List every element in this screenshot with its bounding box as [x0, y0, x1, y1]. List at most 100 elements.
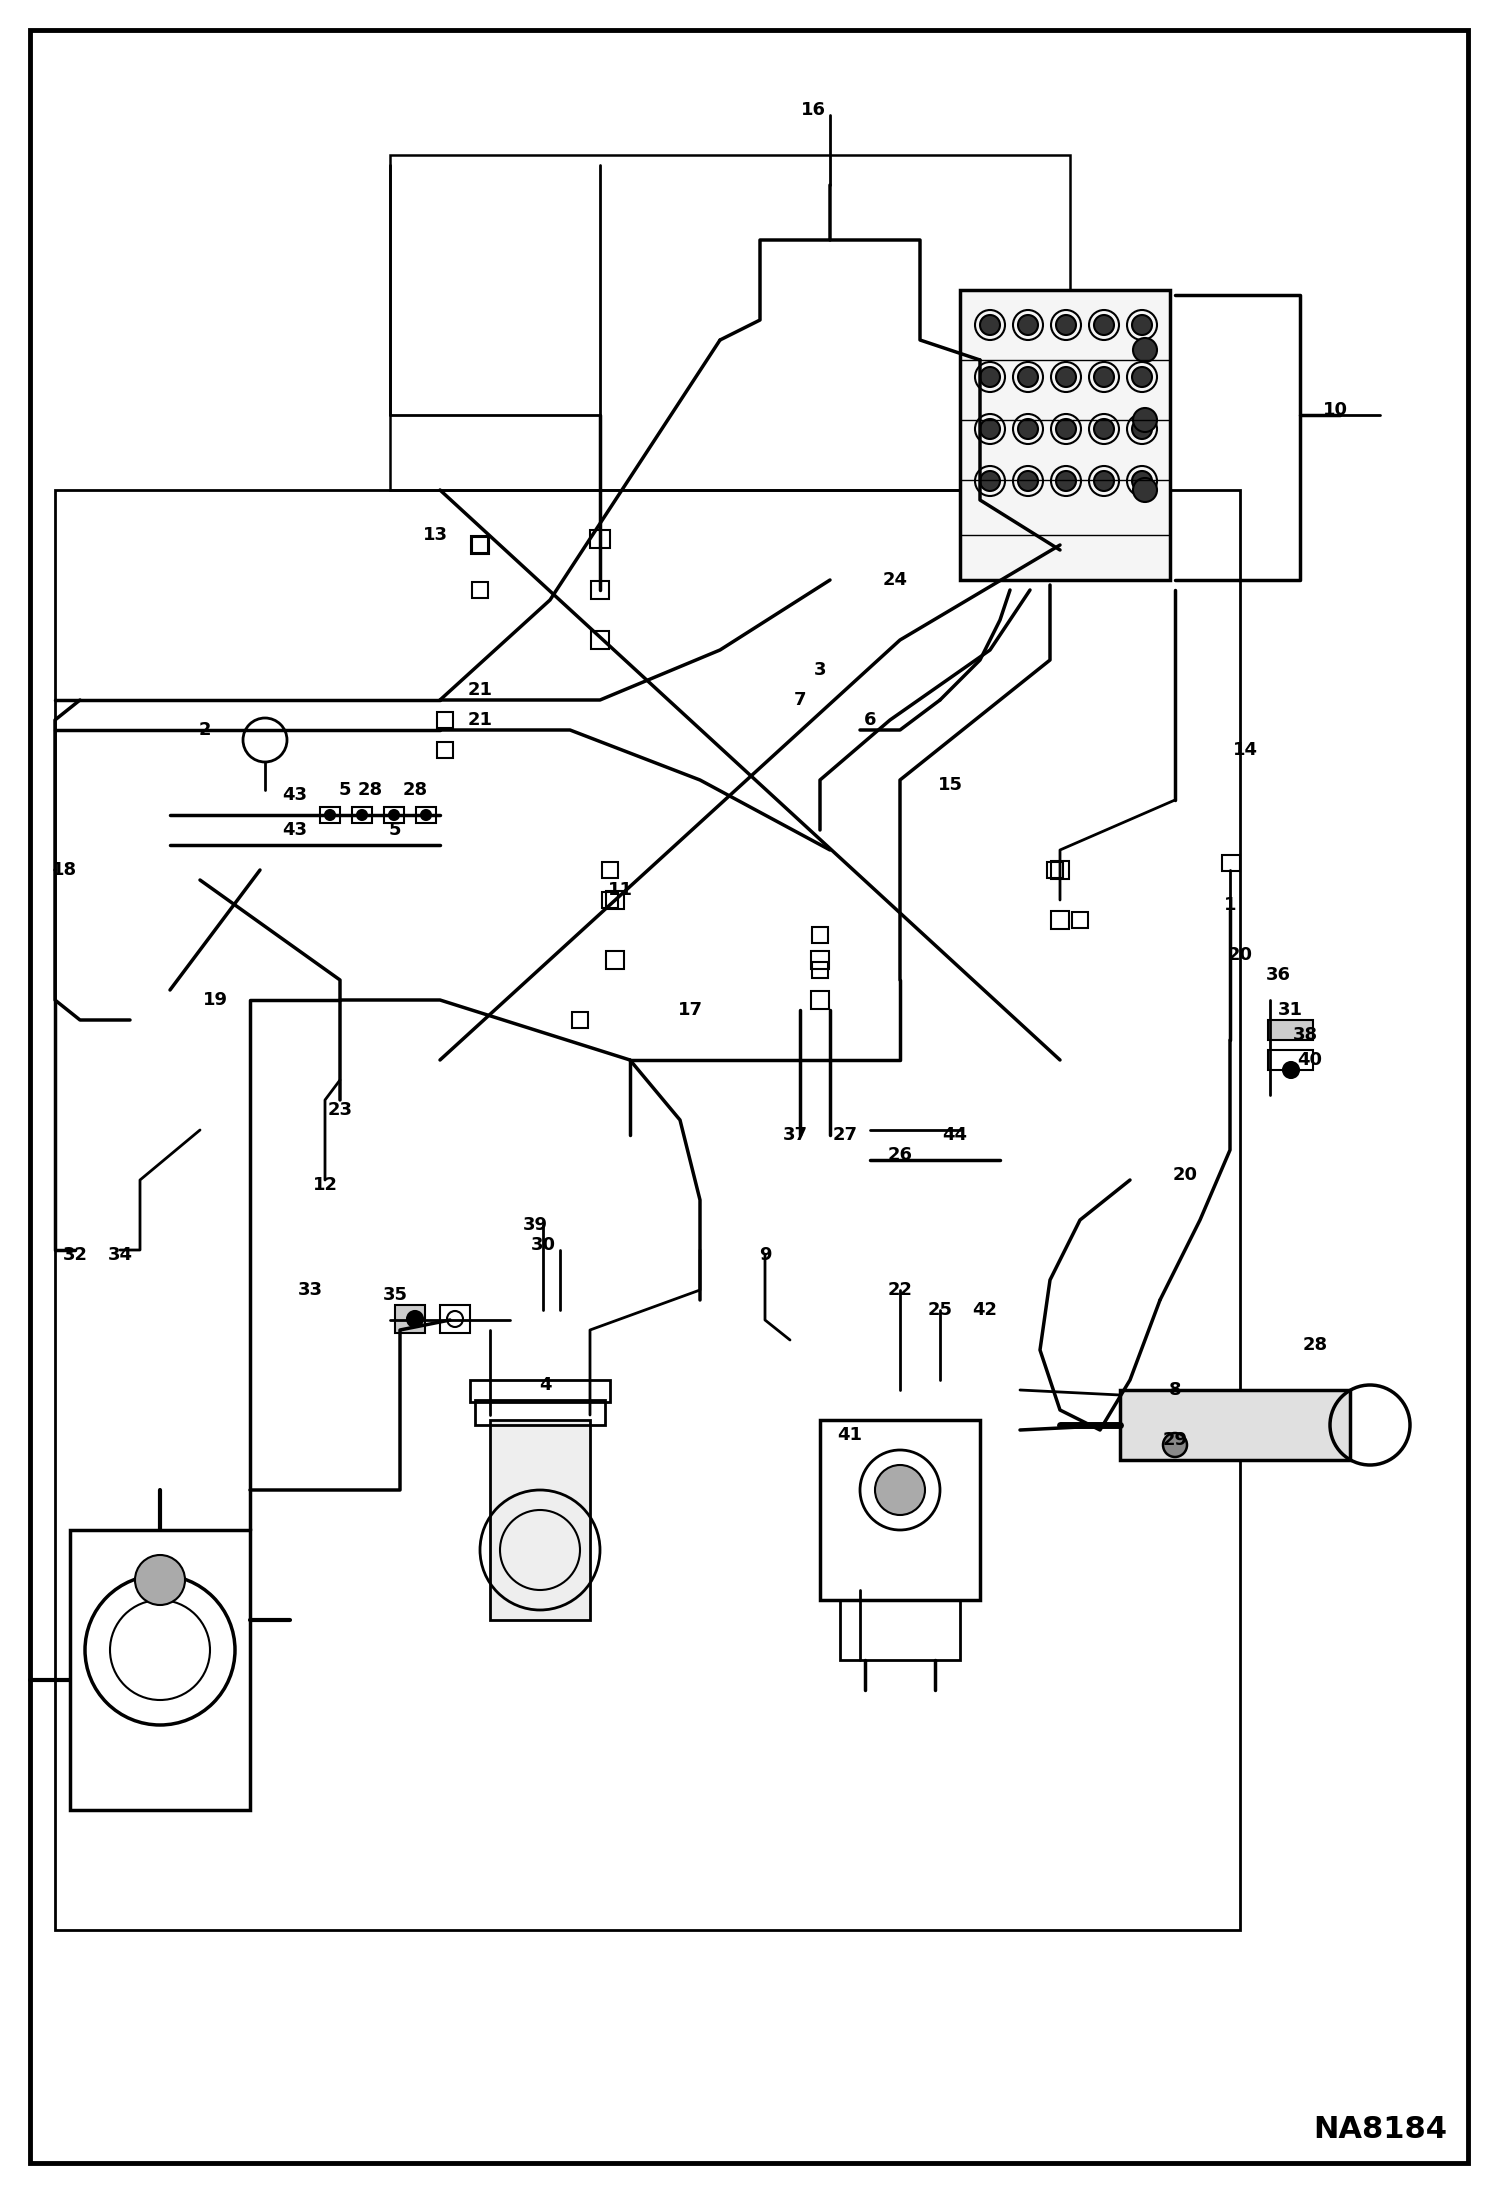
Bar [592, 632, 610, 649]
Text: 29: 29 [1162, 1432, 1188, 1450]
Circle shape [1132, 478, 1156, 502]
Circle shape [1132, 316, 1152, 336]
Text: 24: 24 [882, 570, 908, 590]
Circle shape [980, 316, 1001, 336]
Bar [1073, 912, 1088, 928]
Bar [472, 581, 488, 599]
Text: 44: 44 [942, 1125, 968, 1145]
Circle shape [1094, 471, 1115, 491]
Text: 13: 13 [422, 526, 448, 544]
Circle shape [1094, 366, 1115, 386]
Text: 21: 21 [467, 711, 493, 728]
Circle shape [1132, 366, 1152, 386]
Bar [590, 531, 610, 548]
Bar [321, 807, 340, 822]
Circle shape [135, 1555, 184, 1605]
Text: 27: 27 [833, 1125, 857, 1145]
Bar [55, 489, 1240, 1930]
Circle shape [980, 471, 1001, 491]
Text: 9: 9 [759, 1246, 771, 1263]
Text: 5: 5 [339, 781, 351, 798]
Text: 35: 35 [382, 1285, 407, 1305]
Text: 41: 41 [837, 1425, 863, 1443]
Text: 38: 38 [1293, 1026, 1318, 1044]
Circle shape [1094, 419, 1115, 439]
Bar [1047, 862, 1064, 877]
Bar [470, 535, 488, 555]
Bar [389, 156, 1070, 489]
Bar [440, 1305, 470, 1333]
Text: 11: 11 [608, 882, 632, 899]
Text: 28: 28 [403, 781, 427, 798]
Text: 32: 32 [63, 1246, 87, 1263]
Text: 37: 37 [782, 1125, 807, 1145]
Text: 33: 33 [298, 1281, 322, 1298]
Bar [812, 963, 828, 978]
Circle shape [1132, 338, 1156, 362]
Text: 20: 20 [1173, 1167, 1197, 1184]
Bar [810, 991, 828, 1009]
Text: 31: 31 [1278, 1000, 1302, 1020]
Circle shape [1056, 419, 1076, 439]
Circle shape [1282, 1061, 1299, 1079]
Circle shape [1019, 366, 1038, 386]
Text: 43: 43 [283, 785, 307, 805]
Text: 6: 6 [864, 711, 876, 728]
Bar [1121, 1390, 1350, 1461]
Text: 17: 17 [677, 1000, 703, 1020]
Text: NA8184: NA8184 [1314, 2116, 1447, 2145]
Bar [472, 537, 488, 553]
Bar [352, 807, 372, 822]
Bar [960, 289, 1170, 579]
Circle shape [980, 366, 1001, 386]
Bar [1267, 1050, 1314, 1070]
Text: 15: 15 [938, 776, 963, 794]
Bar [437, 741, 452, 759]
Circle shape [1056, 471, 1076, 491]
Circle shape [1094, 316, 1115, 336]
Bar [602, 893, 619, 908]
Text: 19: 19 [202, 991, 228, 1009]
Text: 5: 5 [389, 820, 401, 840]
Text: 16: 16 [800, 101, 825, 118]
Bar [1267, 1020, 1314, 1039]
Bar [1052, 910, 1070, 930]
Text: 10: 10 [1323, 401, 1348, 419]
Text: 23: 23 [328, 1101, 352, 1118]
Circle shape [1132, 408, 1156, 432]
Text: 30: 30 [530, 1237, 556, 1254]
Circle shape [980, 419, 1001, 439]
Text: 1: 1 [1224, 897, 1236, 914]
Circle shape [1056, 366, 1076, 386]
Bar [416, 807, 436, 822]
Text: 36: 36 [1266, 965, 1290, 985]
Circle shape [1132, 419, 1152, 439]
Text: 34: 34 [108, 1246, 132, 1263]
Text: 22: 22 [887, 1281, 912, 1298]
Bar [490, 1421, 590, 1621]
Bar [812, 928, 828, 943]
Text: 7: 7 [794, 691, 806, 708]
Bar [1222, 855, 1240, 871]
Text: 2: 2 [199, 721, 211, 739]
Text: 3: 3 [813, 660, 827, 680]
Circle shape [421, 809, 431, 820]
Circle shape [1056, 316, 1076, 336]
Bar [840, 1601, 960, 1660]
Bar [437, 713, 452, 728]
Bar [592, 581, 610, 599]
Text: 40: 40 [1297, 1050, 1323, 1068]
Text: 4: 4 [539, 1375, 551, 1395]
Text: 8: 8 [1168, 1382, 1182, 1399]
Text: 28: 28 [1302, 1336, 1327, 1353]
Bar [819, 1421, 980, 1601]
Circle shape [407, 1311, 422, 1327]
Circle shape [389, 809, 398, 820]
Text: 28: 28 [358, 781, 382, 798]
Circle shape [1019, 419, 1038, 439]
Circle shape [325, 809, 336, 820]
Text: 42: 42 [972, 1300, 998, 1318]
Text: 39: 39 [523, 1215, 547, 1235]
Circle shape [1019, 316, 1038, 336]
Bar [470, 1379, 610, 1401]
